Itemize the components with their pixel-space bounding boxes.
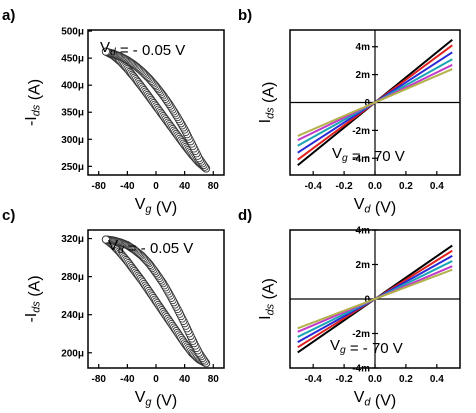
x-tick-label: -0.4 bbox=[305, 374, 323, 385]
y-axis-label: Ids (A) bbox=[257, 82, 277, 124]
chart-panel-b: b) -0.4 -0.2 0.0 0.2 0.4 -4m -2m 0 2m 4m Vd (V) Ids … bbox=[238, 7, 461, 216]
y-tick-label: 2m bbox=[356, 260, 371, 271]
x-tick-label: -0.2 bbox=[335, 181, 353, 192]
x-tick-label: -40 bbox=[120, 181, 135, 192]
x-tick-label: 80 bbox=[208, 374, 220, 385]
series-2 bbox=[101, 235, 211, 368]
x-tick-label: 0.4 bbox=[430, 374, 444, 385]
y-tick-label: 4m bbox=[356, 42, 371, 53]
panel-label: b) bbox=[238, 7, 252, 24]
y-tick-label: -2m bbox=[352, 329, 370, 340]
series-2 bbox=[101, 47, 211, 173]
condition-annotation: Vd = - 0.05 V bbox=[100, 39, 185, 59]
panel-label: a) bbox=[2, 7, 15, 24]
y-tick-label: -2m bbox=[352, 126, 370, 137]
y-tick-label: 280μ bbox=[61, 272, 84, 283]
chart-panel-d: d) -0.4 -0.2 0.0 0.2 0.4 -4m -2m 0 2m 4m Vd (V) Ids … bbox=[238, 207, 461, 409]
y-tick-label: 200μ bbox=[61, 348, 84, 359]
y-tick-label: 400μ bbox=[61, 81, 84, 92]
y-axis-label: Ids (A) bbox=[257, 278, 277, 320]
x-tick-label: -0.2 bbox=[335, 374, 353, 385]
chart-panel-a: a) -80 -40 0 40 80 250μ 300μ 350μ 400μ 450μ 500μ Vg … bbox=[2, 7, 225, 216]
panel-label: c) bbox=[2, 207, 15, 224]
chart-panel-c: c) -80 -40 0 40 80 200μ 240μ 280μ 320μ Vg (V) -Ids … bbox=[2, 207, 225, 409]
x-tick-label: -80 bbox=[92, 374, 107, 385]
y-tick-label: 2m bbox=[356, 70, 371, 81]
x-axis-label: Vd (V) bbox=[354, 389, 397, 409]
data-point bbox=[101, 47, 110, 56]
x-tick-label: -0.4 bbox=[305, 181, 323, 192]
y-tick-label: 300μ bbox=[61, 135, 84, 146]
x-tick-label: -40 bbox=[120, 374, 135, 385]
condition-annotation: Vg = - 70 V bbox=[330, 337, 403, 357]
y-tick-label: 500μ bbox=[61, 27, 84, 38]
data-point bbox=[101, 235, 110, 244]
condition-annotation: Vd = - 0.05 V bbox=[108, 237, 193, 257]
x-tick-label: 80 bbox=[208, 181, 220, 192]
x-tick-label: 0.2 bbox=[399, 181, 413, 192]
y-tick-label: 4m bbox=[356, 226, 371, 237]
x-axis-label: Vg (V) bbox=[135, 389, 178, 409]
x-tick-label: 40 bbox=[179, 181, 191, 192]
y-tick-label: -4m bbox=[352, 364, 370, 375]
condition-annotation: Vg = - 70 V bbox=[332, 145, 405, 165]
x-tick-label: 0.0 bbox=[368, 374, 382, 385]
x-axis-label: Vg (V) bbox=[135, 196, 178, 216]
series-line-6 bbox=[297, 268, 453, 330]
x-tick-label: 40 bbox=[179, 374, 191, 385]
x-tick-label: 0 bbox=[153, 374, 159, 385]
panel-label: d) bbox=[238, 207, 252, 224]
y-tick-label: 450μ bbox=[61, 54, 84, 65]
y-tick-label: 0 bbox=[364, 295, 370, 306]
x-tick-label: 0.0 bbox=[368, 181, 382, 192]
x-tick-label: 0.2 bbox=[399, 374, 413, 385]
y-tick-label: 240μ bbox=[61, 310, 84, 321]
y-tick-label: 0 bbox=[364, 98, 370, 109]
x-tick-label: -80 bbox=[92, 181, 107, 192]
y-axis-label: -Ids (A) bbox=[23, 79, 43, 126]
y-axis-label: -Ids (A) bbox=[23, 275, 43, 322]
series-line-6 bbox=[297, 68, 453, 137]
x-axis-label: Vd (V) bbox=[354, 196, 397, 216]
x-tick-label: 0 bbox=[153, 181, 159, 192]
x-tick-label: 0.4 bbox=[430, 181, 444, 192]
y-tick-label: -4m bbox=[352, 154, 370, 165]
y-tick-label: 350μ bbox=[61, 108, 84, 119]
y-tick-label: 320μ bbox=[61, 234, 84, 245]
y-tick-label: 250μ bbox=[61, 162, 84, 173]
